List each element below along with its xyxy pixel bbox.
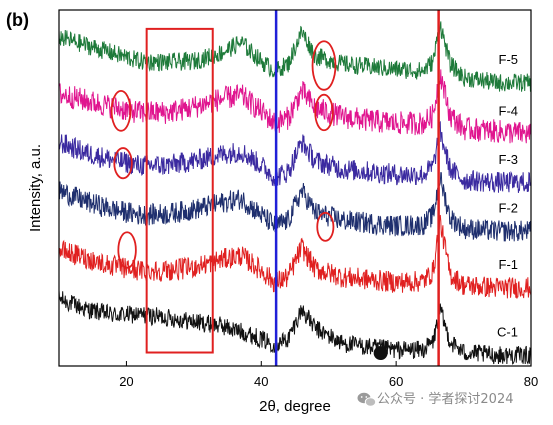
- x-tick-label: 80: [524, 374, 538, 389]
- highlight-ellipse: [117, 231, 137, 269]
- highlight-ellipse: [113, 147, 133, 180]
- trace-c-1: [58, 290, 532, 365]
- x-axis-title: 2θ, degree: [259, 398, 331, 415]
- highlight-ellipse: [110, 90, 132, 132]
- trace-f-4: [58, 69, 532, 144]
- highlight-ellipse: [316, 211, 335, 242]
- filled-circle-marker: [373, 346, 388, 361]
- watermark: 公众号 · 学者探讨2024: [357, 391, 513, 407]
- trace-f-1: [58, 214, 532, 299]
- x-axis-ticks: 20 40 60 80: [119, 361, 538, 389]
- series-label-f-3: F-3: [499, 152, 519, 167]
- trace-f-2: [58, 172, 532, 242]
- highlight-ellipse: [314, 93, 334, 132]
- watermark-text: 公众号 · 学者探讨2024: [377, 391, 513, 407]
- series-label-f-1: F-1: [499, 257, 519, 272]
- panel-label: (b): [6, 10, 29, 30]
- x-tick-label: 60: [389, 374, 403, 389]
- trace-f-5: [58, 21, 532, 92]
- highlight-ellipse: [311, 40, 337, 91]
- series-label-c-1: C-1: [497, 325, 518, 340]
- series-traces: [58, 21, 532, 365]
- wechat-icon: [357, 392, 377, 407]
- x-tick-label: 20: [119, 374, 133, 389]
- highlight-rectangle: [145, 27, 214, 354]
- series-label-f-4: F-4: [499, 103, 519, 118]
- series-label-f-5: F-5: [499, 52, 519, 67]
- y-axis-title: Intensity, a.u.: [27, 144, 44, 232]
- series-label-f-2: F-2: [499, 200, 519, 215]
- trace-f-3: [58, 120, 532, 193]
- series-labels: C-1 F-1 F-2 F-3 F-4 F-5: [497, 52, 518, 339]
- x-tick-label: 40: [254, 374, 268, 389]
- annotations: [110, 10, 440, 366]
- plot-frame: [58, 9, 532, 367]
